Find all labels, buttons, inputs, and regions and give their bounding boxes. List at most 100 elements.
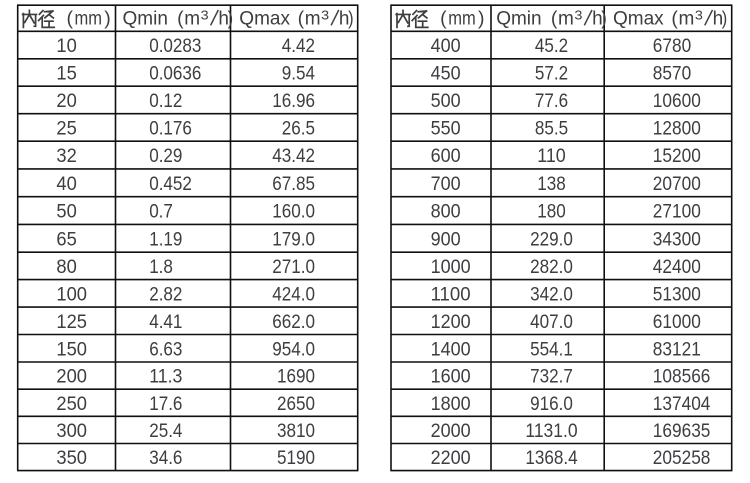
svg-text:(: ( [551, 8, 558, 29]
svg-text:(: ( [440, 8, 447, 29]
svg-text:800: 800 [431, 202, 461, 223]
svg-text:2650: 2650 [277, 394, 315, 415]
svg-text:): ) [478, 8, 485, 29]
svg-text:900: 900 [431, 229, 461, 250]
svg-text:732.7: 732.7 [530, 367, 573, 388]
svg-text:85.5: 85.5 [535, 118, 568, 139]
svg-text:10600: 10600 [653, 91, 701, 112]
svg-text:1000: 1000 [431, 257, 471, 278]
svg-text:25.4: 25.4 [149, 421, 183, 442]
svg-text:1400: 1400 [431, 339, 471, 360]
svg-text:m: m [184, 8, 200, 29]
svg-text:34.6: 34.6 [149, 448, 182, 469]
svg-text:32: 32 [56, 146, 76, 167]
svg-text:34300: 34300 [653, 229, 701, 250]
svg-text:0.29: 0.29 [149, 146, 182, 167]
svg-text:407.0: 407.0 [530, 312, 573, 333]
svg-text:(: ( [177, 8, 184, 29]
svg-text:1368.4: 1368.4 [525, 448, 578, 469]
svg-text:67.85: 67.85 [272, 174, 315, 195]
svg-text:17.6: 17.6 [149, 394, 182, 415]
svg-text:1100: 1100 [431, 284, 471, 305]
svg-text:250: 250 [56, 394, 87, 415]
svg-text:3: 3 [695, 8, 703, 23]
svg-text:137404: 137404 [653, 394, 711, 415]
svg-text:83121: 83121 [653, 339, 701, 360]
svg-text:): ) [104, 8, 111, 29]
svg-text:0.0636: 0.0636 [149, 64, 201, 85]
svg-text:169635: 169635 [653, 421, 711, 442]
svg-text:3: 3 [201, 8, 209, 23]
svg-text:205258: 205258 [653, 448, 711, 469]
svg-text:108566: 108566 [653, 367, 711, 388]
svg-text:1800: 1800 [431, 394, 471, 415]
svg-text:0.176: 0.176 [149, 118, 192, 139]
svg-text:(: ( [671, 8, 678, 29]
svg-text:0.0283: 0.0283 [149, 36, 201, 57]
svg-text:138: 138 [537, 174, 566, 195]
svg-text:h: h [592, 8, 603, 29]
svg-text:20: 20 [56, 91, 76, 112]
svg-text:1.8: 1.8 [149, 257, 173, 278]
svg-text:27100: 27100 [653, 202, 701, 223]
svg-text:Qmin: Qmin [496, 8, 541, 29]
svg-text:8570: 8570 [653, 64, 691, 85]
svg-text:): ) [228, 8, 234, 29]
svg-text:125: 125 [56, 312, 87, 333]
svg-text:282.0: 282.0 [530, 257, 573, 278]
svg-text:77.6: 77.6 [535, 91, 568, 112]
svg-text:2000: 2000 [431, 421, 471, 442]
svg-text:61000: 61000 [653, 312, 701, 333]
svg-text:662.0: 662.0 [272, 312, 315, 333]
svg-text:51300: 51300 [653, 284, 701, 305]
svg-text:0.12: 0.12 [149, 91, 182, 112]
svg-text:1200: 1200 [431, 312, 471, 333]
svg-text:0.7: 0.7 [149, 202, 173, 223]
svg-text:954.0: 954.0 [272, 339, 315, 360]
svg-text:m: m [679, 8, 695, 29]
svg-text:11.3: 11.3 [149, 367, 182, 388]
svg-text:3810: 3810 [277, 421, 315, 442]
svg-text:Qmax: Qmax [613, 8, 664, 29]
svg-text:100: 100 [56, 284, 87, 305]
svg-text:5190: 5190 [277, 448, 315, 469]
svg-text:15: 15 [56, 64, 76, 85]
svg-text:mm: mm [448, 8, 476, 29]
svg-text:m: m [305, 8, 321, 29]
svg-text:550: 550 [431, 118, 461, 139]
svg-text:65: 65 [56, 229, 76, 250]
svg-text:450: 450 [431, 64, 461, 85]
svg-text:6.63: 6.63 [149, 339, 182, 360]
svg-text:300: 300 [56, 421, 87, 442]
svg-text:mm: mm [75, 8, 103, 29]
svg-text:600: 600 [431, 146, 461, 167]
svg-text:16.96: 16.96 [272, 91, 315, 112]
svg-text:1690: 1690 [277, 367, 315, 388]
svg-text:160.0: 160.0 [272, 202, 315, 223]
svg-text:500: 500 [431, 91, 461, 112]
svg-text:15200: 15200 [653, 146, 701, 167]
svg-text:4.41: 4.41 [149, 312, 182, 333]
svg-text:6780: 6780 [653, 36, 691, 57]
svg-text:3: 3 [321, 8, 329, 23]
svg-text:40: 40 [56, 174, 76, 195]
svg-text:42400: 42400 [653, 257, 701, 278]
svg-text:45.2: 45.2 [535, 36, 568, 57]
svg-text:): ) [348, 8, 354, 29]
svg-text:25: 25 [56, 118, 76, 139]
svg-text:179.0: 179.0 [272, 229, 315, 250]
svg-text:Qmax: Qmax [239, 8, 290, 29]
svg-text:271.0: 271.0 [272, 257, 315, 278]
svg-text:1131.0: 1131.0 [525, 421, 577, 442]
svg-text:400: 400 [431, 36, 461, 57]
svg-text:10: 10 [56, 36, 76, 57]
svg-text:229.0: 229.0 [530, 229, 573, 250]
svg-text:12800: 12800 [653, 118, 701, 139]
svg-text:200: 200 [56, 367, 87, 388]
svg-text:80: 80 [56, 257, 76, 278]
svg-text:20700: 20700 [653, 174, 701, 195]
svg-text:(: ( [298, 8, 305, 29]
svg-text:1.19: 1.19 [149, 229, 182, 250]
svg-text:350: 350 [56, 448, 87, 469]
svg-text:110: 110 [537, 146, 566, 167]
